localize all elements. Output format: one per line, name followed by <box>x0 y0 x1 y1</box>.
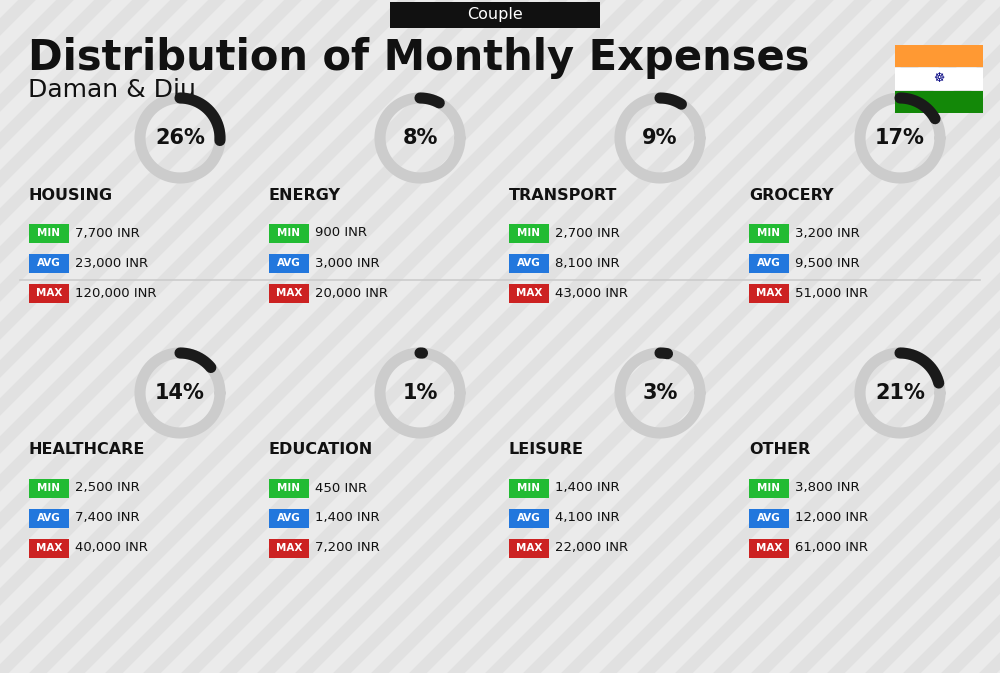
Text: 9%: 9% <box>642 128 678 148</box>
Text: 8%: 8% <box>402 128 438 148</box>
Text: ENERGY: ENERGY <box>269 188 341 203</box>
Text: 2,500 INR: 2,500 INR <box>75 481 140 495</box>
Text: 3,200 INR: 3,200 INR <box>795 227 860 240</box>
Text: LEISURE: LEISURE <box>509 443 584 458</box>
Text: AVG: AVG <box>277 258 301 268</box>
FancyBboxPatch shape <box>29 254 69 273</box>
Text: Distribution of Monthly Expenses: Distribution of Monthly Expenses <box>28 37 810 79</box>
Text: MIN: MIN <box>758 228 780 238</box>
Text: AVG: AVG <box>757 258 781 268</box>
FancyBboxPatch shape <box>749 223 789 242</box>
FancyBboxPatch shape <box>749 283 789 302</box>
Text: MIN: MIN <box>518 483 540 493</box>
Text: MIN: MIN <box>38 228 60 238</box>
Text: MAX: MAX <box>276 543 302 553</box>
FancyBboxPatch shape <box>390 2 600 28</box>
FancyBboxPatch shape <box>509 254 549 273</box>
Text: 43,000 INR: 43,000 INR <box>555 287 628 299</box>
FancyBboxPatch shape <box>509 479 549 497</box>
Text: 1,400 INR: 1,400 INR <box>315 511 380 524</box>
Text: OTHER: OTHER <box>749 443 810 458</box>
FancyBboxPatch shape <box>509 223 549 242</box>
Text: MAX: MAX <box>36 543 62 553</box>
Text: MIN: MIN <box>758 483 780 493</box>
Text: 450 INR: 450 INR <box>315 481 367 495</box>
FancyBboxPatch shape <box>269 254 309 273</box>
Text: 7,200 INR: 7,200 INR <box>315 542 380 555</box>
Text: 900 INR: 900 INR <box>315 227 367 240</box>
FancyBboxPatch shape <box>895 45 983 67</box>
FancyBboxPatch shape <box>269 538 309 557</box>
Text: MIN: MIN <box>38 483 60 493</box>
Text: 26%: 26% <box>155 128 205 148</box>
Text: AVG: AVG <box>37 258 61 268</box>
FancyBboxPatch shape <box>269 479 309 497</box>
Text: 120,000 INR: 120,000 INR <box>75 287 156 299</box>
FancyBboxPatch shape <box>509 509 549 528</box>
Text: AVG: AVG <box>277 513 301 523</box>
FancyBboxPatch shape <box>29 223 69 242</box>
Text: MAX: MAX <box>516 543 542 553</box>
Text: HEALTHCARE: HEALTHCARE <box>29 443 145 458</box>
Text: GROCERY: GROCERY <box>749 188 834 203</box>
FancyBboxPatch shape <box>269 509 309 528</box>
Text: 3%: 3% <box>642 383 678 403</box>
Text: 7,700 INR: 7,700 INR <box>75 227 140 240</box>
Text: Couple: Couple <box>467 7 523 22</box>
Text: 1,400 INR: 1,400 INR <box>555 481 620 495</box>
FancyBboxPatch shape <box>749 538 789 557</box>
Text: 51,000 INR: 51,000 INR <box>795 287 868 299</box>
FancyBboxPatch shape <box>509 283 549 302</box>
Text: 21%: 21% <box>875 383 925 403</box>
Text: 14%: 14% <box>155 383 205 403</box>
Text: 2,700 INR: 2,700 INR <box>555 227 620 240</box>
Text: 17%: 17% <box>875 128 925 148</box>
Text: EDUCATION: EDUCATION <box>269 443 373 458</box>
Text: AVG: AVG <box>757 513 781 523</box>
FancyBboxPatch shape <box>749 509 789 528</box>
Text: 8,100 INR: 8,100 INR <box>555 256 620 269</box>
Text: 3,000 INR: 3,000 INR <box>315 256 380 269</box>
Text: 4,100 INR: 4,100 INR <box>555 511 620 524</box>
FancyBboxPatch shape <box>895 68 983 90</box>
Text: MAX: MAX <box>756 288 782 298</box>
Text: 12,000 INR: 12,000 INR <box>795 511 868 524</box>
Text: AVG: AVG <box>37 513 61 523</box>
FancyBboxPatch shape <box>509 538 549 557</box>
FancyBboxPatch shape <box>749 254 789 273</box>
Text: AVG: AVG <box>517 513 541 523</box>
Text: HOUSING: HOUSING <box>29 188 113 203</box>
Text: MAX: MAX <box>36 288 62 298</box>
Text: MAX: MAX <box>276 288 302 298</box>
FancyBboxPatch shape <box>29 479 69 497</box>
Text: ☸: ☸ <box>933 73 945 85</box>
Text: TRANSPORT: TRANSPORT <box>509 188 617 203</box>
Text: 23,000 INR: 23,000 INR <box>75 256 148 269</box>
Text: AVG: AVG <box>517 258 541 268</box>
FancyBboxPatch shape <box>749 479 789 497</box>
FancyBboxPatch shape <box>29 509 69 528</box>
Text: 1%: 1% <box>402 383 438 403</box>
Text: 7,400 INR: 7,400 INR <box>75 511 140 524</box>
Text: MAX: MAX <box>516 288 542 298</box>
Text: 61,000 INR: 61,000 INR <box>795 542 868 555</box>
Text: 9,500 INR: 9,500 INR <box>795 256 860 269</box>
Text: MAX: MAX <box>756 543 782 553</box>
FancyBboxPatch shape <box>895 91 983 113</box>
Text: MIN: MIN <box>518 228 540 238</box>
Text: 22,000 INR: 22,000 INR <box>555 542 628 555</box>
Text: 3,800 INR: 3,800 INR <box>795 481 860 495</box>
Text: 40,000 INR: 40,000 INR <box>75 542 148 555</box>
Text: MIN: MIN <box>278 228 300 238</box>
FancyBboxPatch shape <box>29 283 69 302</box>
Text: 20,000 INR: 20,000 INR <box>315 287 388 299</box>
Text: Daman & Diu: Daman & Diu <box>28 78 196 102</box>
Text: MIN: MIN <box>278 483 300 493</box>
FancyBboxPatch shape <box>29 538 69 557</box>
FancyBboxPatch shape <box>269 223 309 242</box>
FancyBboxPatch shape <box>269 283 309 302</box>
